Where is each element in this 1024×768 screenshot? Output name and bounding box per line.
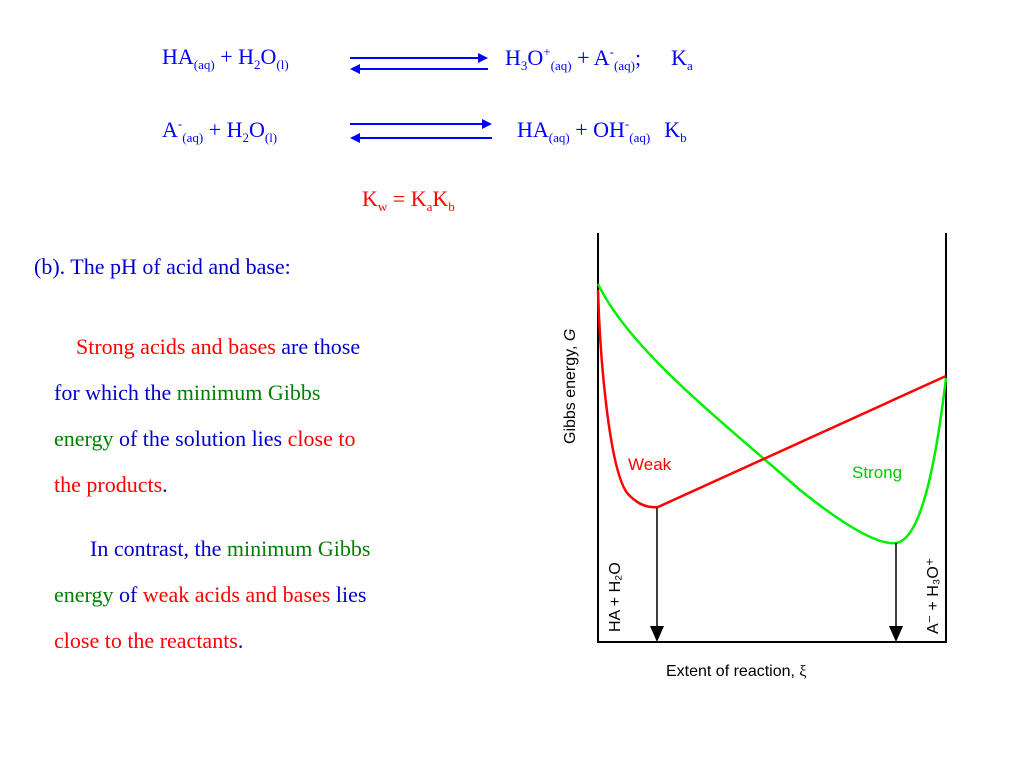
paragraph-strong: Strong acids and bases are those for whi… <box>54 334 361 497</box>
x-axis-label: Extent of reaction, ξ <box>666 663 807 680</box>
equation-base-hydrolysis: A-(aq) + H2O(l) <box>162 116 278 145</box>
strong-curve <box>596 283 948 545</box>
products-label: A⁻ + H₃O⁺ <box>925 558 942 634</box>
equilibrium-arrows-1 <box>350 53 488 74</box>
strong-arrow-head <box>889 626 903 642</box>
weak-arrow-head <box>650 626 664 642</box>
section-title: (b). The pH of acid and base: <box>34 254 291 279</box>
weak-label: Weak <box>628 455 672 474</box>
equation-base-hydrolysis-products: HA(aq) + OH-(aq) Kb <box>517 116 687 145</box>
strong-label: Strong <box>852 463 902 482</box>
kw-relation: Kw = KaKb <box>362 186 455 214</box>
y-axis-label: Gibbs energy, G <box>562 329 579 444</box>
weak-curve <box>596 289 947 509</box>
reactants-label: HA + H₂O <box>607 562 624 632</box>
equilibrium-arrows-2 <box>350 119 492 143</box>
gibbs-energy-diagram: Weak Strong Gibbs energy, G HA + H₂O A⁻ … <box>562 233 948 680</box>
equation-acid-dissociation-products: H3O+(aq) + A-(aq); Ka <box>505 44 693 73</box>
equation-acid-dissociation: HA(aq) + H2O(l) <box>162 44 289 72</box>
paragraph-weak: In contrast, the minimum Gibbs energy of… <box>54 536 371 653</box>
